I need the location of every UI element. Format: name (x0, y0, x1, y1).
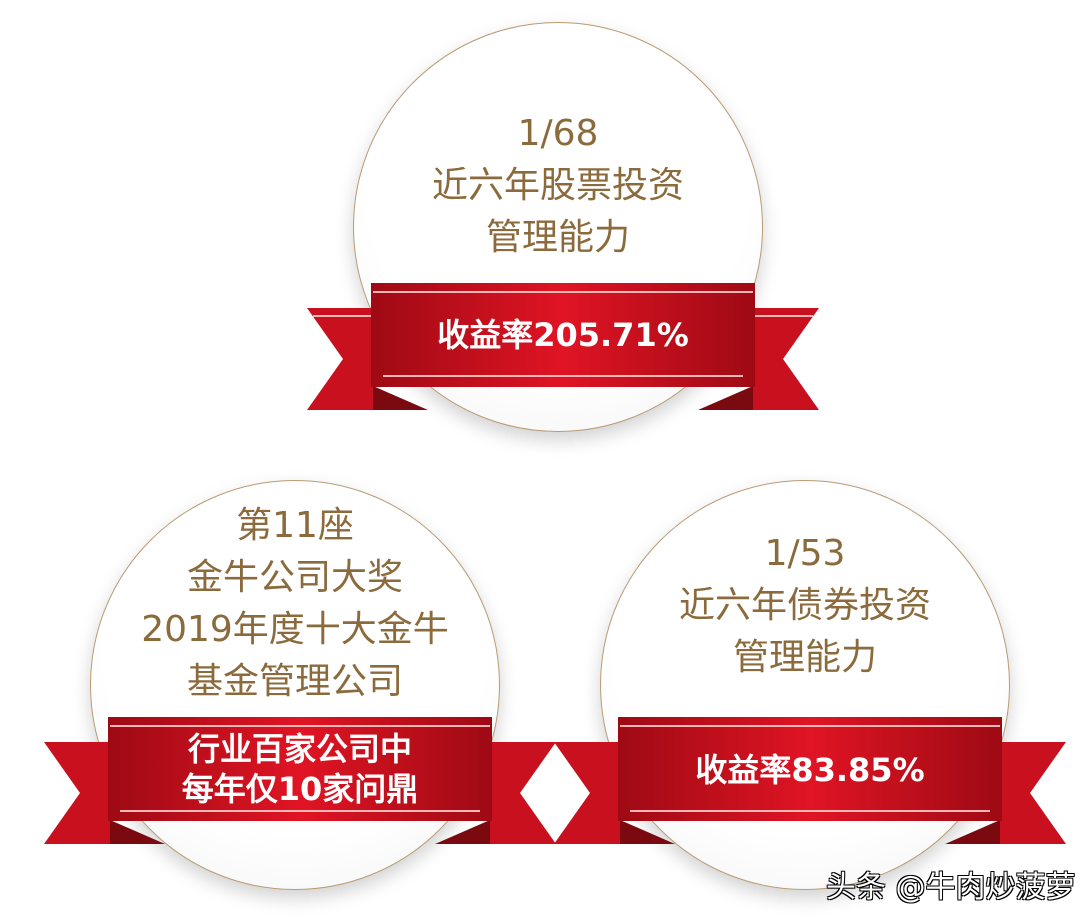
badge-circle (600, 480, 1010, 890)
caption: 基金管理公司 (186, 661, 403, 702)
badge-circle (90, 480, 500, 890)
badge-award: 第11座 金牛公司大奖 2019年度十大金牛 基金管理公司 行业百家公司中 每年… (40, 480, 560, 920)
rank: 1/68 (517, 113, 599, 154)
ribbon (554, 717, 1066, 844)
badge-stock: 1/68 近六年股票投资 管理能力 收益率205.71% (303, 22, 823, 462)
ribbon (307, 283, 819, 410)
award-note: 行业百家公司中 每年仅10家问鼎 (110, 729, 490, 809)
caption: 近六年股票投资 (431, 165, 684, 206)
award-count: 第11座 (236, 505, 354, 546)
badge-bond: 1/53 近六年债券投资 管理能力 收益率83.85% (550, 480, 1070, 920)
ribbon (44, 717, 556, 844)
ribbon-line: 行业百家公司中 (187, 730, 412, 768)
caption: 金牛公司大奖 (186, 557, 403, 598)
badge-text: 1/68 近六年股票投资 管理能力 (353, 108, 763, 264)
return-rate: 收益率205.71% (373, 315, 753, 355)
ribbon-line: 收益率205.71% (437, 316, 689, 354)
badge-text: 1/53 近六年债券投资 管理能力 (600, 528, 1010, 684)
badge-text: 第11座 金牛公司大奖 2019年度十大金牛 基金管理公司 (90, 500, 500, 708)
watermark: 头条 @牛肉炒菠萝 (826, 870, 1076, 905)
caption: 管理能力 (732, 637, 877, 678)
ribbon-line: 收益率83.85% (695, 751, 925, 789)
ribbon-line: 每年仅10家问鼎 (181, 770, 419, 808)
rank: 1/53 (764, 533, 846, 574)
caption: 2019年度十大金牛 (141, 609, 449, 650)
caption: 管理能力 (485, 217, 630, 258)
return-rate: 收益率83.85% (620, 750, 1000, 790)
caption: 近六年债券投资 (678, 585, 931, 626)
